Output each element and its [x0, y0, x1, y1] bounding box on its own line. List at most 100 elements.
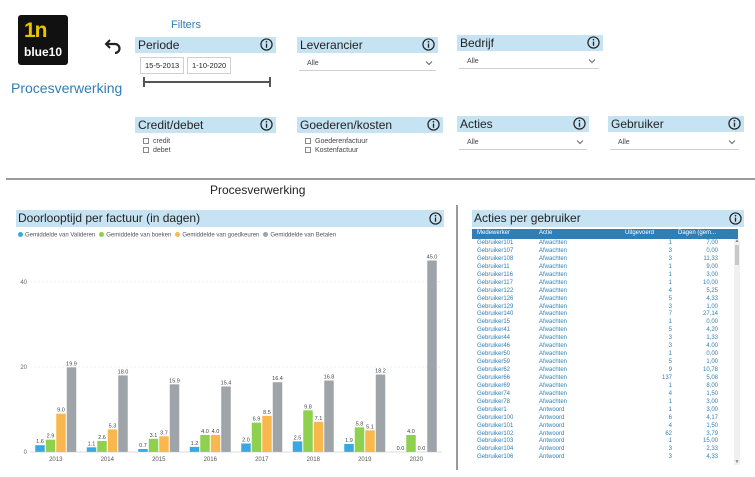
table-row[interactable]: Gebruiker122 Afwachten 4 5,25 [472, 287, 738, 295]
cell-uitgevoerd: 3 [668, 454, 672, 461]
column-header-uitgevoerd[interactable]: Uitgevoerd [625, 230, 655, 236]
range-end-handle[interactable] [269, 77, 271, 87]
scroll-down-arrow[interactable]: ▼ [734, 459, 740, 465]
table-row[interactable]: Gebruiker15 Afwachten 1 0,00 [472, 318, 738, 326]
table-row[interactable]: Gebruiker101 Antwoord 4 1,50 [472, 422, 738, 430]
cell-medewerker: Gebruiker117 [477, 279, 513, 286]
table-row[interactable]: Gebruiker66 Afwachten 137 5,08 [472, 374, 738, 382]
debet-checkbox[interactable]: debet [143, 146, 171, 155]
table-row[interactable]: Gebruiker74 Afwachten 4 1,50 [472, 390, 738, 398]
table-row[interactable]: Gebruiker126 Afwachten 5 4,33 [472, 295, 738, 303]
info-icon[interactable] [729, 212, 742, 225]
cell-medewerker: Gebruiker101 [477, 422, 514, 429]
gebruiker-dropdown[interactable]: Alle [610, 136, 739, 150]
table-row[interactable]: Gebruiker117 Afwachten 1 10,00 [472, 279, 738, 287]
goederenfactuur-checkbox[interactable]: Goederenfactuur [305, 137, 368, 146]
table-row[interactable]: Gebruiker46 Afwachten 3 4,00 [472, 342, 738, 350]
data-label: 15.9 [169, 378, 180, 384]
table-row[interactable]: Gebruiker129 Afwachten 3 1,00 [472, 303, 738, 311]
leverancier-dropdown[interactable]: Alle [299, 57, 436, 71]
table-row[interactable]: Gebruiker104 Antwoord 3 2,33 [472, 445, 738, 453]
table-title: Acties per gebruiker [474, 211, 581, 225]
info-icon[interactable] [422, 38, 435, 51]
cell-medewerker: Gebruiker62 [477, 367, 511, 373]
y-tick-label: 0 [24, 450, 28, 456]
table-row[interactable]: Gebruiker100 Antwoord 6 4,17 [472, 414, 738, 422]
table-row[interactable]: Gebruiker116 Afwachten 1 3,00 [472, 271, 738, 279]
cell-uitgevoerd: 1 [668, 382, 672, 389]
table-row[interactable]: Gebruiker103 Antwoord 1 15,00 [472, 437, 738, 445]
column-header-dagen[interactable]: Dagen (gem... [678, 230, 717, 236]
kostenfactuur-checkbox[interactable]: Kostenfactuur [305, 146, 358, 155]
table-row[interactable]: Gebruiker101 Afwachten 1 7,00 [472, 239, 738, 247]
table-row[interactable]: Gebruiker107 Afwachten 3 0,00 [472, 247, 738, 255]
table-row[interactable]: Gebruiker59 Afwachten 5 1,00 [472, 358, 738, 366]
data-label: 18.2 [375, 369, 386, 375]
table-row[interactable]: Gebruiker140 Afwachten 7 27,14 [472, 310, 738, 318]
info-icon[interactable] [260, 38, 273, 51]
column-header-actie[interactable]: Actie [539, 230, 553, 236]
gebruiker-slicer-header: Gebruiker [608, 116, 744, 132]
credit-checkbox[interactable]: credit [143, 137, 170, 146]
cell-dagen: 3,79 [706, 430, 718, 437]
cell-actie: Antwoord [539, 438, 565, 445]
range-start-handle[interactable] [143, 77, 145, 87]
table-row[interactable]: Gebruiker44 Afwachten 3 1,33 [472, 334, 738, 342]
scroll-thumb[interactable] [735, 245, 739, 265]
table-row[interactable]: Gebruiker69 Afwachten 1 8,00 [472, 382, 738, 390]
table-row[interactable]: Gebruiker1 Antwoord 1 3,00 [472, 406, 738, 414]
cell-medewerker: Gebruiker41 [477, 327, 511, 334]
bar [66, 367, 77, 452]
scroll-up-arrow[interactable]: ▲ [734, 238, 740, 244]
cell-dagen: 0,00 [706, 351, 718, 358]
info-icon[interactable] [587, 36, 600, 49]
legend-item[interactable]: Gemiddelde van Valideren [18, 232, 95, 239]
table-row[interactable]: Gebruiker78 Afwachten 1 3,00 [472, 398, 738, 406]
info-icon[interactable] [427, 118, 440, 131]
legend-item[interactable]: Gemiddelde van Betalen [263, 232, 336, 239]
x-tick-label: 2014 [101, 457, 115, 463]
table-row[interactable]: Gebruiker50 Afwachten 1 0,00 [472, 350, 738, 358]
cell-actie: Afwachten [539, 335, 568, 342]
legend-item[interactable]: Gemiddelde van goedkeuren [175, 232, 259, 239]
table-row[interactable]: Gebruiker102 Antwoord 62 3,79 [472, 430, 738, 438]
bedrijf-dropdown[interactable]: Alle [459, 55, 599, 69]
table-row[interactable]: Gebruiker11 Afwachten 1 9,00 [472, 263, 738, 271]
data-label: 4.0 [212, 429, 220, 435]
data-label: 9.8 [304, 404, 312, 410]
table-scrollbar[interactable]: ▲ ▼ [734, 239, 740, 465]
back-arrow-icon[interactable] [104, 36, 122, 54]
cell-dagen: 15,00 [702, 438, 718, 445]
legend-swatch [99, 232, 105, 237]
legend-item[interactable]: Gemiddelde van boeken [99, 232, 171, 239]
legend-label: Gemiddelde van Valideren [25, 232, 96, 239]
info-icon[interactable] [573, 117, 586, 130]
table-row[interactable]: Gebruiker108 Afwachten 3 11,33 [472, 255, 738, 263]
cell-actie: Antwoord [539, 430, 565, 437]
acties-label: Acties [460, 117, 493, 131]
cell-dagen: 9,00 [706, 263, 718, 270]
data-label: 9.0 [57, 408, 65, 414]
info-icon[interactable] [429, 212, 442, 225]
periode-end-date[interactable]: 1-10-2020 [187, 57, 231, 74]
acties-dropdown[interactable]: Alle [459, 136, 587, 150]
bar [56, 413, 66, 452]
periode-range-slider[interactable] [143, 77, 271, 87]
y-tick-label: 40 [20, 280, 27, 286]
table-row[interactable]: Gebruiker62 Afwachten 9 10,78 [472, 366, 738, 374]
periode-start-date[interactable]: 15-5-2013 [140, 57, 184, 74]
debet-option-label: debet [153, 147, 171, 154]
cell-uitgevoerd: 1 [668, 279, 672, 286]
table-row[interactable]: Gebruiker41 Afwachten 5 4,20 [472, 326, 738, 334]
column-header-medewerker[interactable]: Medewerker [477, 230, 511, 236]
table-row[interactable]: Gebruiker106 Antwoord 3 4,33 [472, 453, 738, 461]
cell-uitgevoerd: 1 [668, 351, 672, 358]
kostenfactuur-option-label: Kostenfactuur [315, 147, 359, 154]
cell-dagen: 8,00 [706, 382, 718, 389]
periode-label: Periode [138, 38, 180, 52]
info-icon[interactable] [728, 117, 741, 130]
info-icon[interactable] [260, 118, 273, 131]
cell-dagen: 4,33 [706, 295, 718, 302]
data-label: 16.4 [272, 376, 283, 382]
chevron-down-icon [588, 59, 596, 64]
